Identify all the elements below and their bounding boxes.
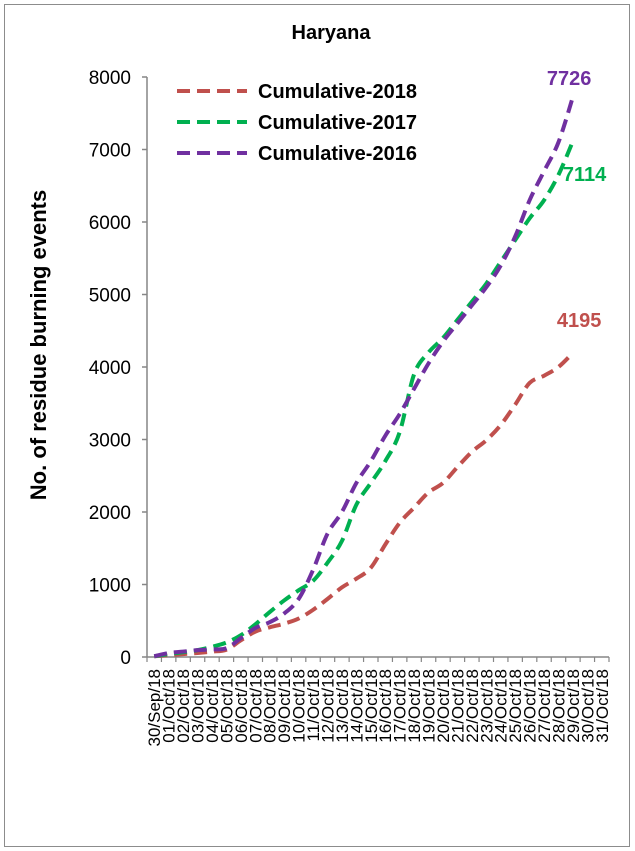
series-lines xyxy=(154,97,573,656)
legend-entry-label: Cumulative-2017 xyxy=(258,112,417,134)
chart-frame: Haryana No. of residue burning events 0 1… xyxy=(4,4,630,847)
y-tick-label: 4000 xyxy=(89,358,131,379)
y-tick-label: 3000 xyxy=(89,431,131,452)
chart-title: Haryana xyxy=(292,22,372,44)
series-end-label: 7114 xyxy=(563,164,607,186)
series-line-cumulative-2018 xyxy=(154,353,573,656)
series-end-label: 4195 xyxy=(557,310,602,332)
series-end-label: 7726 xyxy=(547,68,592,90)
y-tick-label: 7000 xyxy=(89,141,131,162)
y-tick-label: 5000 xyxy=(89,286,131,307)
series-end-labels: 4195 7114 7726 xyxy=(547,68,607,332)
x-tick-label: 31/Oct/18 xyxy=(593,669,612,743)
y-tick-label: 1000 xyxy=(89,576,131,597)
legend-entry-label: Cumulative-2016 xyxy=(258,143,417,165)
x-axis-ticks: 30/Sep/1801/Oct/1802/Oct/1803/Oct/1804/O… xyxy=(145,657,612,747)
y-tick-label: 2000 xyxy=(89,503,131,524)
y-axis-ticks: 0 1000 2000 3000 4000 5000 6000 7000 8000 xyxy=(89,68,147,669)
series-line-cumulative-2017 xyxy=(154,141,573,656)
y-tick-label: 0 xyxy=(120,648,131,669)
y-axis-label: No. of residue burning events xyxy=(26,190,51,500)
line-chart: Haryana No. of residue burning events 0 1… xyxy=(5,5,631,848)
legend: Cumulative-2018 Cumulative-2017 Cumulative… xyxy=(177,81,417,165)
y-tick-label: 8000 xyxy=(89,68,131,89)
legend-entry-label: Cumulative-2018 xyxy=(258,81,417,103)
y-tick-label: 6000 xyxy=(89,213,131,234)
